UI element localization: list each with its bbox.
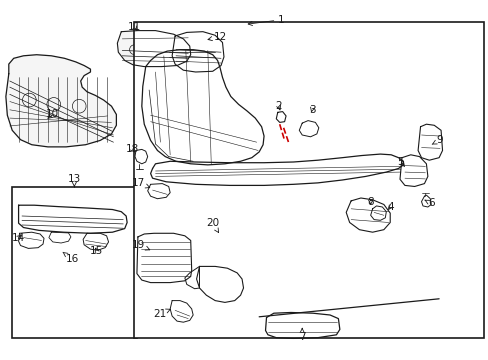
Polygon shape xyxy=(137,233,191,283)
Text: 10: 10 xyxy=(46,109,59,120)
Text: 14: 14 xyxy=(12,233,25,243)
Text: 9: 9 xyxy=(431,135,442,145)
Polygon shape xyxy=(346,198,389,232)
Text: 16: 16 xyxy=(63,252,79,264)
Text: 11: 11 xyxy=(127,22,141,32)
Text: 12: 12 xyxy=(207,32,227,42)
Text: 1: 1 xyxy=(248,15,284,26)
Polygon shape xyxy=(150,154,403,185)
Text: 19: 19 xyxy=(131,240,149,250)
Text: 15: 15 xyxy=(90,246,103,256)
Polygon shape xyxy=(117,31,190,67)
Text: 13: 13 xyxy=(67,174,81,187)
Polygon shape xyxy=(265,312,339,338)
Polygon shape xyxy=(142,50,264,165)
Text: 18: 18 xyxy=(125,144,139,154)
Polygon shape xyxy=(6,55,116,147)
Text: 8: 8 xyxy=(366,197,373,207)
Text: 4: 4 xyxy=(386,202,393,212)
Text: 21: 21 xyxy=(153,309,170,319)
Bar xyxy=(12,187,137,338)
Text: 3: 3 xyxy=(308,105,315,115)
Text: 5: 5 xyxy=(397,157,404,167)
Polygon shape xyxy=(19,205,127,233)
Text: 17: 17 xyxy=(131,178,149,188)
Text: 2: 2 xyxy=(275,101,282,111)
Bar xyxy=(134,22,483,338)
Text: 7: 7 xyxy=(298,328,305,342)
Polygon shape xyxy=(172,32,224,72)
Text: 6: 6 xyxy=(424,198,434,208)
Text: 20: 20 xyxy=(206,218,219,233)
